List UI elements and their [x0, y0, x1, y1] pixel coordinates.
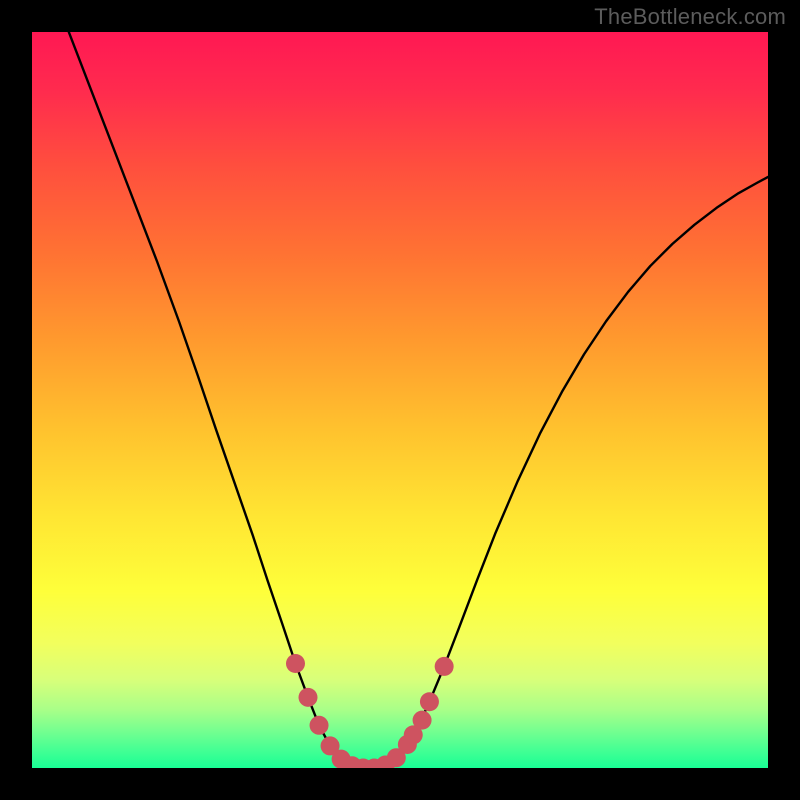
- chart-svg: [32, 32, 768, 768]
- marker-dot: [310, 716, 329, 735]
- watermark-text: TheBottleneck.com: [594, 4, 786, 30]
- plot-area: [32, 32, 768, 768]
- marker-dot: [299, 688, 318, 707]
- marker-dot: [413, 711, 432, 730]
- marker-dot: [286, 654, 305, 673]
- gradient-background: [32, 32, 768, 768]
- chart-frame: TheBottleneck.com: [0, 0, 800, 800]
- marker-dot: [435, 657, 454, 676]
- marker-dot: [420, 692, 439, 711]
